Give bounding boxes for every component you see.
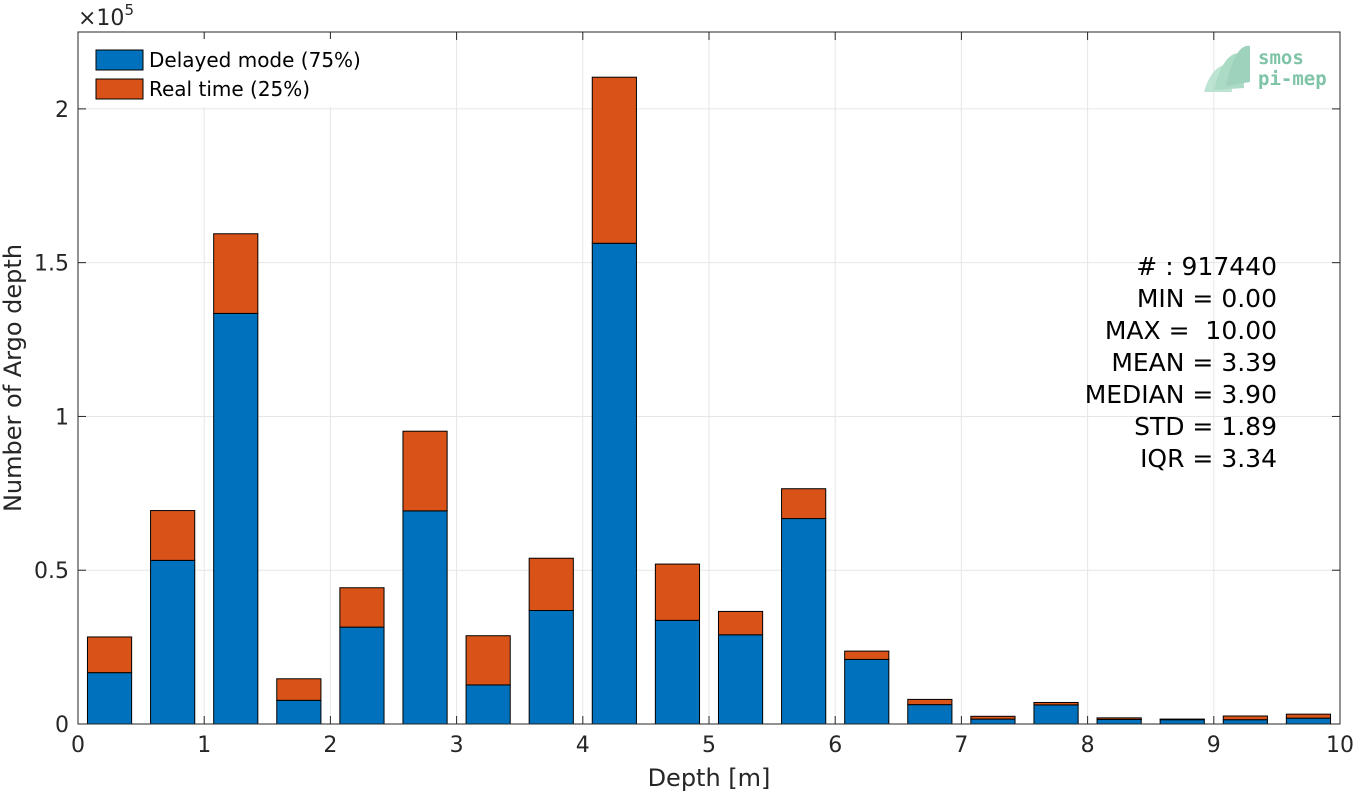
bar-delayed-mode bbox=[213, 312, 259, 725]
x-tick-label: 7 bbox=[954, 733, 968, 758]
y-tick-label: 1 bbox=[55, 405, 69, 430]
bar-real-time bbox=[1159, 718, 1205, 721]
y-axis-label: Number of Argo depth bbox=[0, 244, 27, 512]
bar-real-time bbox=[844, 650, 890, 660]
bar-delayed-mode bbox=[654, 619, 701, 725]
x-axis-ticks: 0 1 2 3 4 5 6 7 8 9 10 bbox=[71, 32, 1354, 758]
bar-real-time bbox=[591, 76, 637, 244]
bar-real-time bbox=[402, 430, 448, 512]
bar-delayed-mode bbox=[150, 559, 196, 725]
stat-mean: MEAN = 3.39 bbox=[1111, 348, 1277, 377]
bar-delayed-mode bbox=[339, 626, 385, 725]
bars bbox=[86, 76, 1332, 725]
bar-delayed-mode bbox=[1285, 717, 1332, 725]
x-tick-label: 3 bbox=[450, 733, 464, 758]
bar-real-time bbox=[150, 510, 196, 561]
bar-delayed-mode bbox=[717, 634, 764, 725]
bar-real-time bbox=[970, 715, 1016, 720]
bar-delayed-mode bbox=[276, 699, 322, 725]
bar-real-time bbox=[276, 678, 322, 701]
bar-delayed-mode bbox=[528, 610, 574, 725]
statistics-annotation: # : 917440 MIN = 0.00 MAX = 10.00 MEAN =… bbox=[1085, 252, 1277, 473]
x-tick-label: 6 bbox=[828, 733, 842, 758]
logo-text-smos: smos bbox=[1258, 47, 1304, 69]
bar-real-time bbox=[528, 557, 574, 612]
x-tick-label: 5 bbox=[702, 733, 716, 758]
y-tick-label: 0.5 bbox=[34, 559, 69, 584]
bar-delayed-mode bbox=[1159, 719, 1205, 725]
wave-logo-icon bbox=[1204, 45, 1250, 92]
legend: Delayed mode (75%) Real time (25%) bbox=[86, 39, 384, 107]
legend-swatch-realtime bbox=[95, 78, 144, 100]
x-tick-label: 9 bbox=[1207, 733, 1221, 758]
stat-median: MEDIAN = 3.90 bbox=[1085, 380, 1277, 409]
bar-real-time bbox=[465, 635, 511, 686]
stat-min: MIN = 0.00 bbox=[1137, 284, 1277, 313]
bar-real-time bbox=[213, 233, 259, 314]
bar-delayed-mode bbox=[1033, 704, 1079, 725]
bar-real-time bbox=[717, 610, 764, 636]
x-tick-label: 2 bbox=[323, 733, 337, 758]
x-tick-label: 4 bbox=[576, 733, 590, 758]
x-tick-label: 8 bbox=[1081, 733, 1095, 758]
y-tick-label: 0 bbox=[55, 713, 69, 738]
stat-count: # : 917440 bbox=[1136, 252, 1277, 281]
x-axis-label: Depth [m] bbox=[648, 764, 771, 792]
stat-max: MAX = 10.00 bbox=[1105, 316, 1277, 345]
bar-delayed-mode bbox=[591, 242, 637, 725]
bar-real-time bbox=[86, 636, 133, 674]
bar-real-time bbox=[781, 488, 827, 520]
bar-delayed-mode bbox=[781, 518, 827, 725]
bar-real-time bbox=[1033, 701, 1079, 706]
x-tick-label: 10 bbox=[1326, 733, 1354, 758]
logo-text-pi-mep: pi-mep bbox=[1258, 68, 1327, 90]
bar-delayed-mode bbox=[402, 510, 448, 725]
x-tick-label: 0 bbox=[71, 733, 85, 758]
bar-delayed-mode bbox=[1222, 719, 1268, 725]
bar-real-time bbox=[1096, 717, 1142, 720]
x-tick-label: 1 bbox=[197, 733, 211, 758]
bar-delayed-mode bbox=[970, 718, 1016, 725]
legend-label-realtime: Real time (25%) bbox=[149, 77, 310, 101]
bar-delayed-mode bbox=[844, 658, 890, 725]
bar-real-time bbox=[907, 698, 953, 706]
y-tick-label: 1.5 bbox=[34, 252, 69, 277]
bar-real-time bbox=[654, 563, 701, 621]
bar-delayed-mode bbox=[1096, 718, 1142, 725]
smos-pi-mep-logo: smos pi-mep bbox=[1204, 45, 1327, 92]
y-exponent-label: ×105 bbox=[78, 1, 134, 31]
legend-label-delayed: Delayed mode (75%) bbox=[149, 48, 361, 72]
grid-lines bbox=[78, 32, 1340, 724]
stat-iqr: IQR = 3.34 bbox=[1140, 444, 1277, 473]
legend-swatch-delayed bbox=[95, 49, 144, 71]
bar-real-time bbox=[339, 587, 385, 628]
bar-delayed-mode bbox=[907, 704, 953, 725]
y-axis-ticks: 0 0.5 1 1.5 2 bbox=[34, 98, 1340, 738]
stat-std: STD = 1.89 bbox=[1134, 412, 1277, 441]
y-tick-label: 2 bbox=[55, 98, 69, 123]
bar-real-time bbox=[1285, 713, 1332, 719]
bar-delayed-mode bbox=[86, 672, 133, 725]
bar-real-time bbox=[1222, 715, 1268, 721]
bar-delayed-mode bbox=[465, 684, 511, 725]
